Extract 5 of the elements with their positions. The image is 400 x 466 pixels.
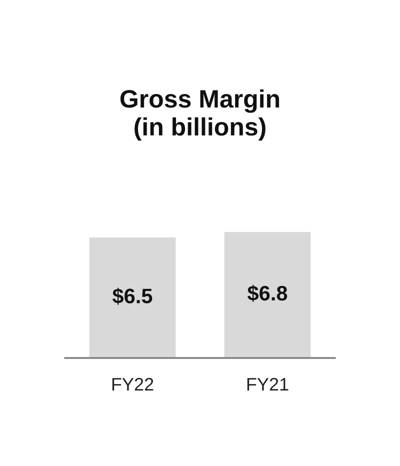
x-tick-label: FY21 bbox=[247, 378, 288, 391]
x-tick-label: FY22 bbox=[112, 378, 154, 391]
data-label: $6.8 bbox=[248, 284, 288, 302]
chart-title: Gross Margin (in billions) bbox=[120, 89, 280, 141]
data-label: $6.5 bbox=[112, 288, 152, 305]
